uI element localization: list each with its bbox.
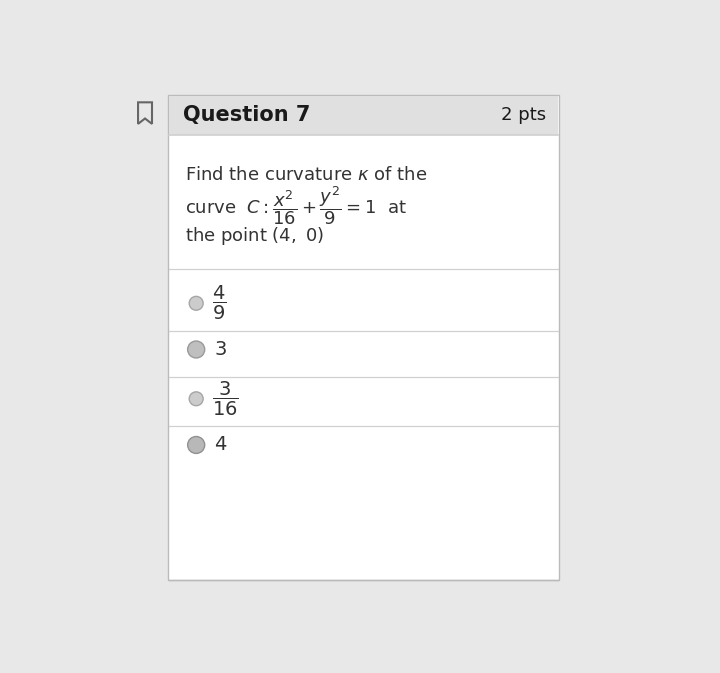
- Text: $4$: $4$: [214, 435, 228, 454]
- Circle shape: [189, 392, 203, 406]
- Text: 2 pts: 2 pts: [500, 106, 546, 125]
- Text: Find the curvature $\kappa$ of the: Find the curvature $\kappa$ of the: [184, 166, 427, 184]
- Circle shape: [189, 296, 203, 310]
- Polygon shape: [169, 96, 558, 135]
- Text: $\dfrac{3}{16}$: $\dfrac{3}{16}$: [212, 380, 239, 418]
- Circle shape: [188, 341, 204, 358]
- Text: curve  $C : \dfrac{x^2}{16} + \dfrac{y^2}{9} = 1$  at: curve $C : \dfrac{x^2}{16} + \dfrac{y^2}…: [184, 184, 406, 227]
- Circle shape: [188, 437, 204, 454]
- Text: $3$: $3$: [214, 340, 227, 359]
- Text: Question 7: Question 7: [183, 106, 310, 125]
- Text: $\dfrac{4}{9}$: $\dfrac{4}{9}$: [212, 284, 227, 322]
- Text: the point $(4,\ 0)$: the point $(4,\ 0)$: [184, 225, 324, 247]
- FancyBboxPatch shape: [168, 96, 559, 581]
